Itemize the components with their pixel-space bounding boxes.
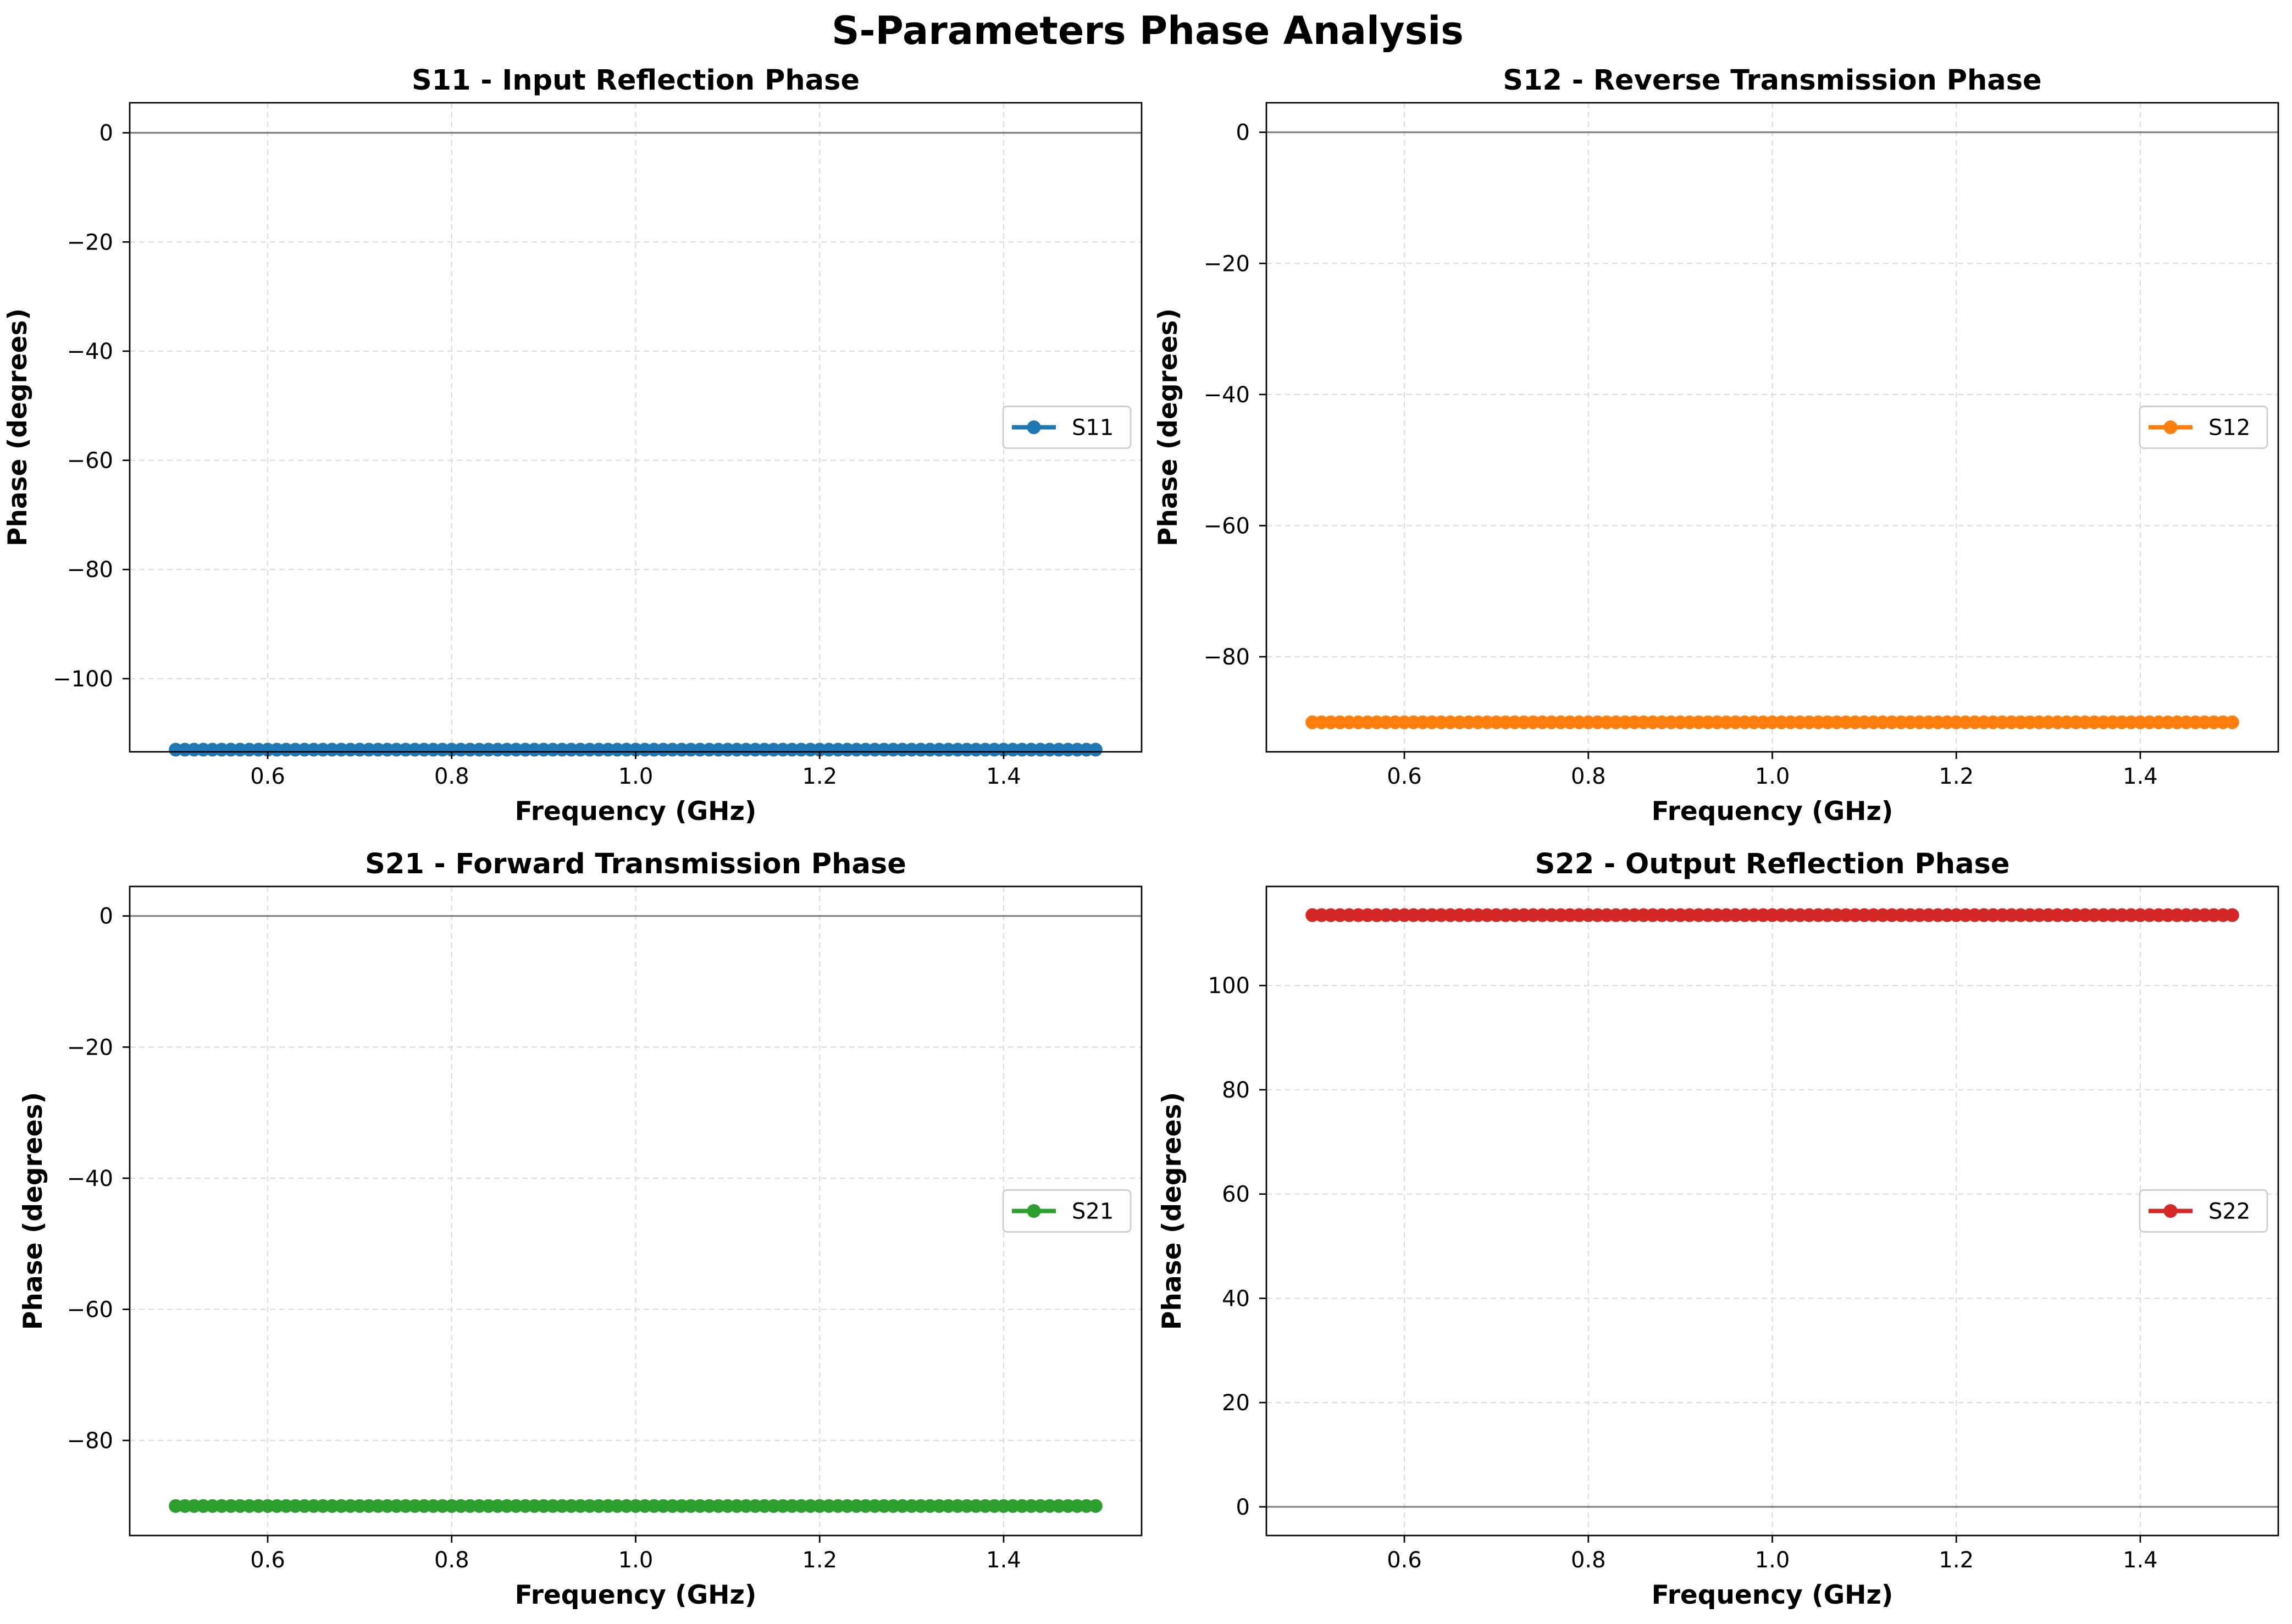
legend: S11 <box>1002 406 1132 449</box>
y-tick-label: −20 <box>1204 251 1250 276</box>
x-axis-label: Frequency (GHz) <box>1652 1580 1894 1610</box>
legend-marker <box>2163 420 2178 434</box>
y-tick-label: −60 <box>67 1297 113 1322</box>
x-tick-label: 0.8 <box>434 1548 469 1573</box>
y-tick-label: −80 <box>67 1428 113 1454</box>
x-axis-label: Frequency (GHz) <box>515 796 757 827</box>
y-axis-label: Phase (degrees) <box>1153 308 1183 546</box>
x-tick-label: 0.6 <box>1387 764 1422 789</box>
y-tick-label: −100 <box>53 667 113 692</box>
subplot-s12: S12 - Reverse Transmission Phase 0.6 0.8 1.… <box>1153 64 2279 827</box>
y-tick-label: −20 <box>67 1035 113 1060</box>
subplot-grid: S11 - Input Reflection Phase 0.6 0.8 1.0 1.2… <box>3 64 2279 1610</box>
legend-label: S21 <box>1072 1199 1114 1224</box>
y-tick-label: −40 <box>1204 383 1250 408</box>
x-tick-label: 1.4 <box>2123 764 2158 789</box>
x-axis-label: Frequency (GHz) <box>515 1580 757 1610</box>
legend-box <box>2139 1189 2268 1233</box>
x-tick-label: 1.0 <box>1755 1548 1790 1573</box>
x-tick-label: 1.0 <box>618 1548 654 1573</box>
legend-marker <box>1027 420 1041 434</box>
y-tick-label: 100 <box>1208 973 1250 999</box>
x-tick-label: 1.0 <box>618 764 654 789</box>
legend-label: S12 <box>2208 415 2250 441</box>
x-tick-label: 1.2 <box>1939 1548 1974 1573</box>
y-tick-label: 20 <box>1222 1390 1250 1416</box>
y-tick-label: 0 <box>1236 120 1250 146</box>
x-tick-label: 0.6 <box>1387 1548 1422 1573</box>
y-tick-label: 0 <box>99 904 113 929</box>
legend-box <box>2139 406 2268 449</box>
x-tick-label: 0.8 <box>434 764 469 789</box>
y-tick-label: −20 <box>67 230 113 255</box>
y-tick-label: 0 <box>1236 1495 1250 1520</box>
legend-label: S22 <box>2208 1199 2250 1224</box>
subplot-s11: S11 - Input Reflection Phase 0.6 0.8 1.0 1.2… <box>3 64 1143 827</box>
y-axis-label: Phase (degrees) <box>3 308 33 546</box>
legend-marker <box>2163 1204 2178 1218</box>
data-point <box>2225 908 2239 922</box>
subplot-title: S21 - Forward Transmission Phase <box>365 848 906 880</box>
y-tick-label: 60 <box>1222 1182 1250 1207</box>
legend: S21 <box>1002 1189 1132 1233</box>
legend-box <box>1002 1189 1132 1233</box>
x-tick-label: 0.8 <box>1571 764 1606 789</box>
legend: S22 <box>2139 1189 2268 1233</box>
x-tick-label: 1.2 <box>802 764 837 789</box>
x-tick-label: 0.6 <box>250 1548 285 1573</box>
data-point <box>2225 715 2239 729</box>
y-tick-label: −60 <box>1204 513 1250 539</box>
x-tick-label: 1.4 <box>2123 1548 2158 1573</box>
y-tick-label: −80 <box>1204 645 1250 670</box>
y-tick-label: 40 <box>1222 1286 1250 1311</box>
y-tick-label: 0 <box>99 121 113 146</box>
subplot-title: S11 - Input Reflection Phase <box>412 64 860 97</box>
y-tick-label: 80 <box>1222 1078 1250 1103</box>
y-tick-label: −40 <box>67 1166 113 1191</box>
x-tick-label: 1.2 <box>802 1548 837 1573</box>
y-axis-label: Phase (degrees) <box>18 1092 48 1330</box>
data-point <box>1088 1499 1103 1513</box>
x-tick-label: 0.8 <box>1571 1548 1606 1573</box>
y-tick-label: −80 <box>67 557 113 583</box>
subplot-title: S12 - Reverse Transmission Phase <box>1503 64 2041 97</box>
legend: S12 <box>2139 406 2268 449</box>
subplot-s21: S21 - Forward Transmission Phase 0.6 0.8 1.… <box>18 848 1143 1610</box>
x-axis-label: Frequency (GHz) <box>1652 796 1894 827</box>
x-tick-label: 1.0 <box>1755 764 1790 789</box>
subplot-s22: S22 - Output Reflection Phase 0.6 0.8 1.0 1.… <box>1157 848 2279 1610</box>
y-tick-label: −60 <box>67 448 113 474</box>
figure-title: S-Parameters Phase Analysis <box>832 8 1464 53</box>
legend-box <box>1002 406 1132 449</box>
x-tick-label: 1.2 <box>1939 764 1974 789</box>
x-tick-label: 0.6 <box>250 764 285 789</box>
y-axis-label: Phase (degrees) <box>1157 1092 1187 1330</box>
x-tick-label: 1.4 <box>986 764 1021 789</box>
legend-label: S11 <box>1072 415 1114 441</box>
subplot-title: S22 - Output Reflection Phase <box>1535 848 2010 880</box>
x-tick-label: 1.4 <box>986 1548 1021 1573</box>
y-tick-label: −40 <box>67 339 113 364</box>
data-point <box>1088 742 1103 757</box>
legend-marker <box>1027 1204 1041 1218</box>
